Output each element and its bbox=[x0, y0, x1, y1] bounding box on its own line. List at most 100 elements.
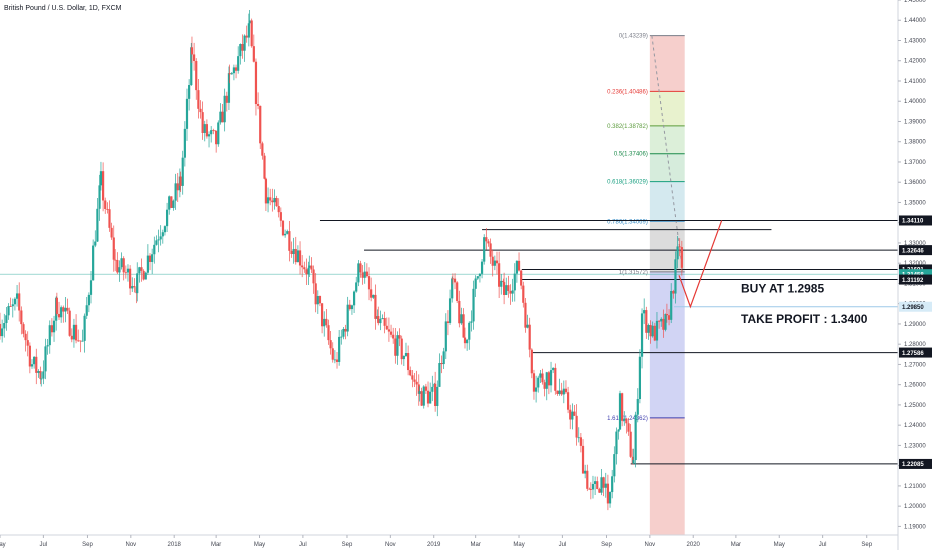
candle-body bbox=[72, 324, 76, 340]
candle-body bbox=[153, 244, 156, 255]
candle-body bbox=[284, 233, 287, 236]
candle-body bbox=[638, 356, 642, 400]
candle-body bbox=[3, 323, 6, 329]
candle-body bbox=[545, 372, 548, 389]
time-tick-label: Mar bbox=[470, 542, 480, 548]
candle-body bbox=[600, 477, 603, 493]
candle-body bbox=[520, 270, 523, 286]
price-tag bbox=[899, 215, 932, 226]
price-tick-label: 1.45000 bbox=[904, 0, 926, 4]
candle-body bbox=[604, 483, 607, 488]
candle-body bbox=[370, 289, 373, 298]
price-tick-label: 1.35000 bbox=[904, 200, 926, 206]
time-tick-label: 2018 bbox=[168, 542, 182, 548]
candle-body bbox=[649, 325, 652, 337]
fib-zone bbox=[649, 91, 685, 126]
price-tick-label: 1.39000 bbox=[904, 119, 926, 125]
fib-trend-line[interactable] bbox=[651, 35, 684, 272]
candle-body bbox=[651, 325, 654, 337]
candle-body bbox=[74, 324, 78, 341]
candle-body bbox=[442, 351, 445, 365]
candle-body bbox=[448, 298, 452, 323]
candle-body bbox=[415, 381, 418, 385]
projection-polyline[interactable] bbox=[678, 220, 723, 309]
candle-body bbox=[234, 67, 238, 71]
candle-body bbox=[420, 391, 423, 406]
candle-body bbox=[678, 246, 681, 248]
candle-body bbox=[472, 288, 475, 322]
candle-body bbox=[241, 44, 244, 51]
candle-body bbox=[566, 392, 570, 410]
candle-body bbox=[26, 340, 29, 346]
candle-body bbox=[392, 334, 395, 339]
price-tick-label: 1.21000 bbox=[904, 484, 926, 490]
fib-level-label: 0(1.43239) bbox=[619, 34, 648, 40]
candle-body bbox=[485, 237, 488, 242]
candle-body bbox=[225, 95, 228, 103]
candle-body bbox=[62, 307, 65, 312]
candle-body bbox=[526, 324, 529, 328]
candle-body bbox=[558, 390, 561, 394]
candle-body bbox=[569, 409, 572, 420]
candle-body bbox=[248, 20, 251, 24]
candle-body bbox=[505, 285, 508, 295]
candle-body bbox=[312, 269, 315, 284]
fib-level-label: 1.618(1.24362) bbox=[607, 416, 648, 422]
candle-body bbox=[456, 282, 459, 301]
candle-body bbox=[203, 124, 206, 133]
candle-body bbox=[446, 321, 450, 323]
candle-body bbox=[269, 197, 272, 201]
fib-zone bbox=[649, 417, 685, 535]
candle-body bbox=[48, 325, 51, 346]
candle-body bbox=[70, 335, 73, 340]
candle-body bbox=[418, 391, 421, 394]
candle-body bbox=[554, 367, 557, 391]
time-tick-label: Nov bbox=[385, 542, 396, 548]
candle-body bbox=[118, 267, 121, 273]
candle-body bbox=[120, 258, 123, 268]
price-tags: 1.341101.326461.316911.314581.311921.298… bbox=[899, 215, 932, 469]
fib-level-label: 0.5(1.37406) bbox=[614, 152, 648, 158]
candle-body bbox=[66, 307, 69, 311]
candle-body bbox=[35, 356, 38, 373]
candle-body bbox=[205, 124, 209, 137]
candle-body bbox=[298, 250, 302, 266]
candle-body bbox=[148, 255, 152, 262]
candle-body bbox=[292, 248, 295, 255]
fib-level-label: 0.382(1.38782) bbox=[607, 124, 648, 130]
candle-body bbox=[338, 336, 341, 362]
horizontal-levels[interactable] bbox=[0, 219, 898, 465]
candle-body bbox=[190, 47, 194, 55]
price-tick-label: 1.24000 bbox=[904, 423, 926, 429]
candle-body bbox=[193, 54, 196, 62]
candle-body bbox=[151, 254, 154, 262]
candle-body bbox=[674, 259, 677, 294]
candle-body bbox=[680, 247, 683, 268]
candle-body bbox=[611, 476, 614, 493]
candle-body bbox=[161, 232, 164, 237]
time-tick-label: Nov bbox=[645, 542, 656, 548]
candle-body bbox=[228, 73, 231, 75]
fibonacci-retracement[interactable]: 0(1.43239) 0.236(1.40486) 0.382(1.38782) 0.… bbox=[607, 34, 685, 535]
candle-body bbox=[106, 208, 109, 210]
candle-body bbox=[660, 318, 663, 322]
candle-body bbox=[329, 340, 332, 349]
candle-body bbox=[39, 371, 42, 380]
candle-body bbox=[556, 390, 559, 394]
candle-body bbox=[500, 280, 503, 287]
candle-body bbox=[60, 307, 63, 318]
candle-body bbox=[176, 183, 179, 191]
candle-body bbox=[474, 278, 477, 289]
candle-body bbox=[489, 243, 492, 257]
candle-body bbox=[57, 313, 61, 318]
candle-body bbox=[15, 293, 19, 299]
candle-body bbox=[44, 346, 47, 372]
candle-body bbox=[598, 488, 601, 493]
candle-body bbox=[645, 310, 648, 333]
fib-zone bbox=[649, 153, 685, 182]
candle-body bbox=[355, 282, 358, 292]
candle-body bbox=[179, 176, 182, 186]
projection-path[interactable] bbox=[678, 220, 723, 309]
